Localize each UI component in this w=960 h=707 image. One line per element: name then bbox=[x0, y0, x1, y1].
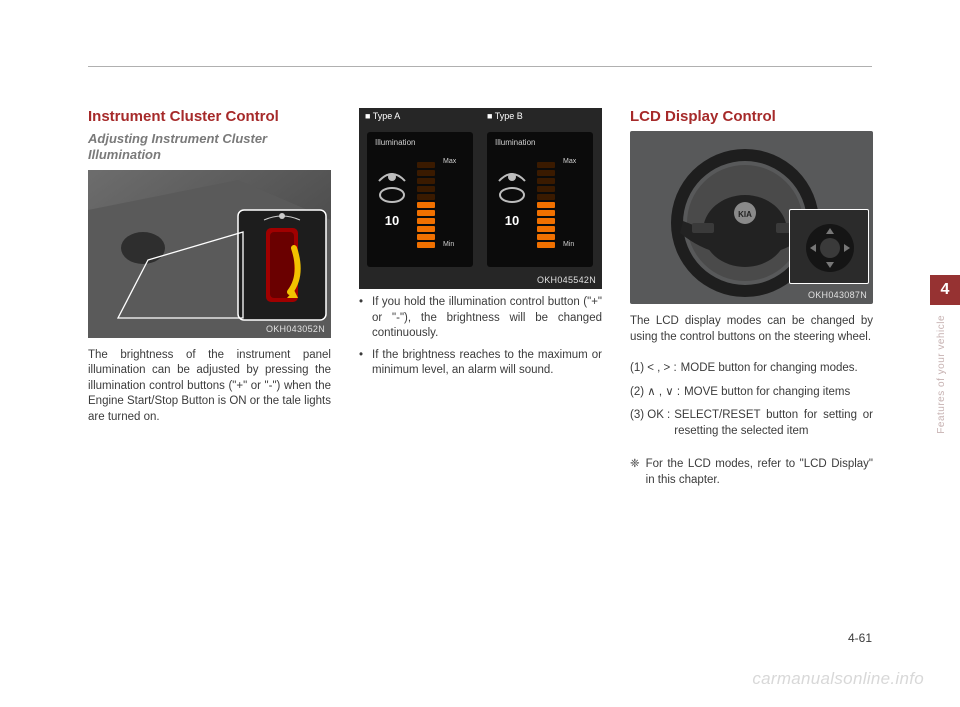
type-b-label: ■ Type B bbox=[487, 111, 523, 121]
figure-illumination-display: ■ Type A ■ Type B Illumination 10 bbox=[359, 108, 602, 289]
note-symbol: ❈ bbox=[630, 457, 640, 488]
item-3-key: (3) OK : bbox=[630, 408, 670, 439]
item-1: (1) < , > : MODE button for changing mod… bbox=[630, 361, 873, 377]
dial-icon-b: 10 bbox=[495, 153, 529, 243]
bullet-2-text: If the brightness reaches to the maximum… bbox=[372, 348, 602, 379]
item-1-val: MODE button for changing modes. bbox=[681, 361, 858, 377]
panel-b-title: Illumination bbox=[495, 138, 585, 147]
type-a-label: ■ Type A bbox=[365, 111, 400, 121]
side-label: Features of your vehicle bbox=[936, 315, 954, 434]
gauge-a bbox=[417, 158, 435, 248]
inset-controls bbox=[789, 209, 869, 284]
item-3-val: SELECT/RESET button for setting or reset… bbox=[674, 408, 873, 439]
col1-subheading: Adjusting Instrument Cluster Illuminatio… bbox=[88, 131, 331, 164]
col1-heading: Instrument Cluster Control bbox=[88, 108, 331, 125]
horizontal-rule bbox=[88, 66, 872, 67]
bullet-dot: • bbox=[359, 348, 366, 379]
dashboard-illustration bbox=[88, 170, 331, 338]
col3-lead: The LCD display modes can be changed by … bbox=[630, 314, 873, 345]
bullet-1: • If you hold the illumination control b… bbox=[359, 295, 602, 342]
figure-id-1: OKH043052N bbox=[266, 324, 325, 334]
dial-icon-a: 10 bbox=[375, 153, 409, 243]
col3-heading: LCD Display Control bbox=[630, 108, 873, 125]
max-label-b: Max bbox=[563, 158, 576, 165]
panel-a-title: Illumination bbox=[375, 138, 465, 147]
svg-text:KIA: KIA bbox=[738, 210, 752, 219]
chapter-tab: 4 bbox=[930, 275, 960, 305]
item-3: (3) OK : SELECT/RESET button for setting… bbox=[630, 408, 873, 439]
figure-steering-wheel: KIA OKH043087N bbox=[630, 131, 873, 304]
figure-id-3: OKH043087N bbox=[808, 290, 867, 300]
item-1-key: (1) < , > : bbox=[630, 361, 677, 377]
svg-text:10: 10 bbox=[505, 213, 519, 228]
column-2: ■ Type A ■ Type B Illumination 10 bbox=[359, 108, 602, 488]
item-2-key: (2) ∧ , ∨ : bbox=[630, 385, 680, 401]
svg-text:10: 10 bbox=[385, 213, 399, 228]
bullet-dot: • bbox=[359, 295, 366, 342]
min-label-b: Min bbox=[563, 241, 576, 248]
bullet-1-text: If you hold the illumination control but… bbox=[372, 295, 602, 342]
content-area: Instrument Cluster Control Adjusting Ins… bbox=[88, 108, 872, 488]
figure-id-2: OKH045542N bbox=[537, 275, 596, 285]
col1-body: The brightness of the instrument panel i… bbox=[88, 348, 331, 426]
item-2: (2) ∧ , ∨ : MOVE button for changing ite… bbox=[630, 385, 873, 401]
control-pad-icon bbox=[790, 210, 870, 285]
bullet-2: • If the brightness reaches to the maxim… bbox=[359, 348, 602, 379]
column-1: Instrument Cluster Control Adjusting Ins… bbox=[88, 108, 331, 488]
max-label-a: Max bbox=[443, 158, 456, 165]
item-2-val: MOVE button for changing items bbox=[684, 385, 850, 401]
note: ❈ For the LCD modes, refer to "LCD Displ… bbox=[630, 457, 873, 488]
page-number: 4-61 bbox=[848, 631, 872, 645]
panel-type-b: Illumination 10 bbox=[487, 132, 593, 267]
figure-illumination-control: OKH043052N bbox=[88, 170, 331, 338]
column-3: LCD Display Control KIA bbox=[630, 108, 873, 488]
watermark: carmanualsonline.info bbox=[752, 669, 924, 689]
gauge-b bbox=[537, 158, 555, 248]
panel-type-a: Illumination 10 bbox=[367, 132, 473, 267]
note-text: For the LCD modes, refer to "LCD Display… bbox=[646, 457, 873, 488]
min-label-a: Min bbox=[443, 241, 456, 248]
